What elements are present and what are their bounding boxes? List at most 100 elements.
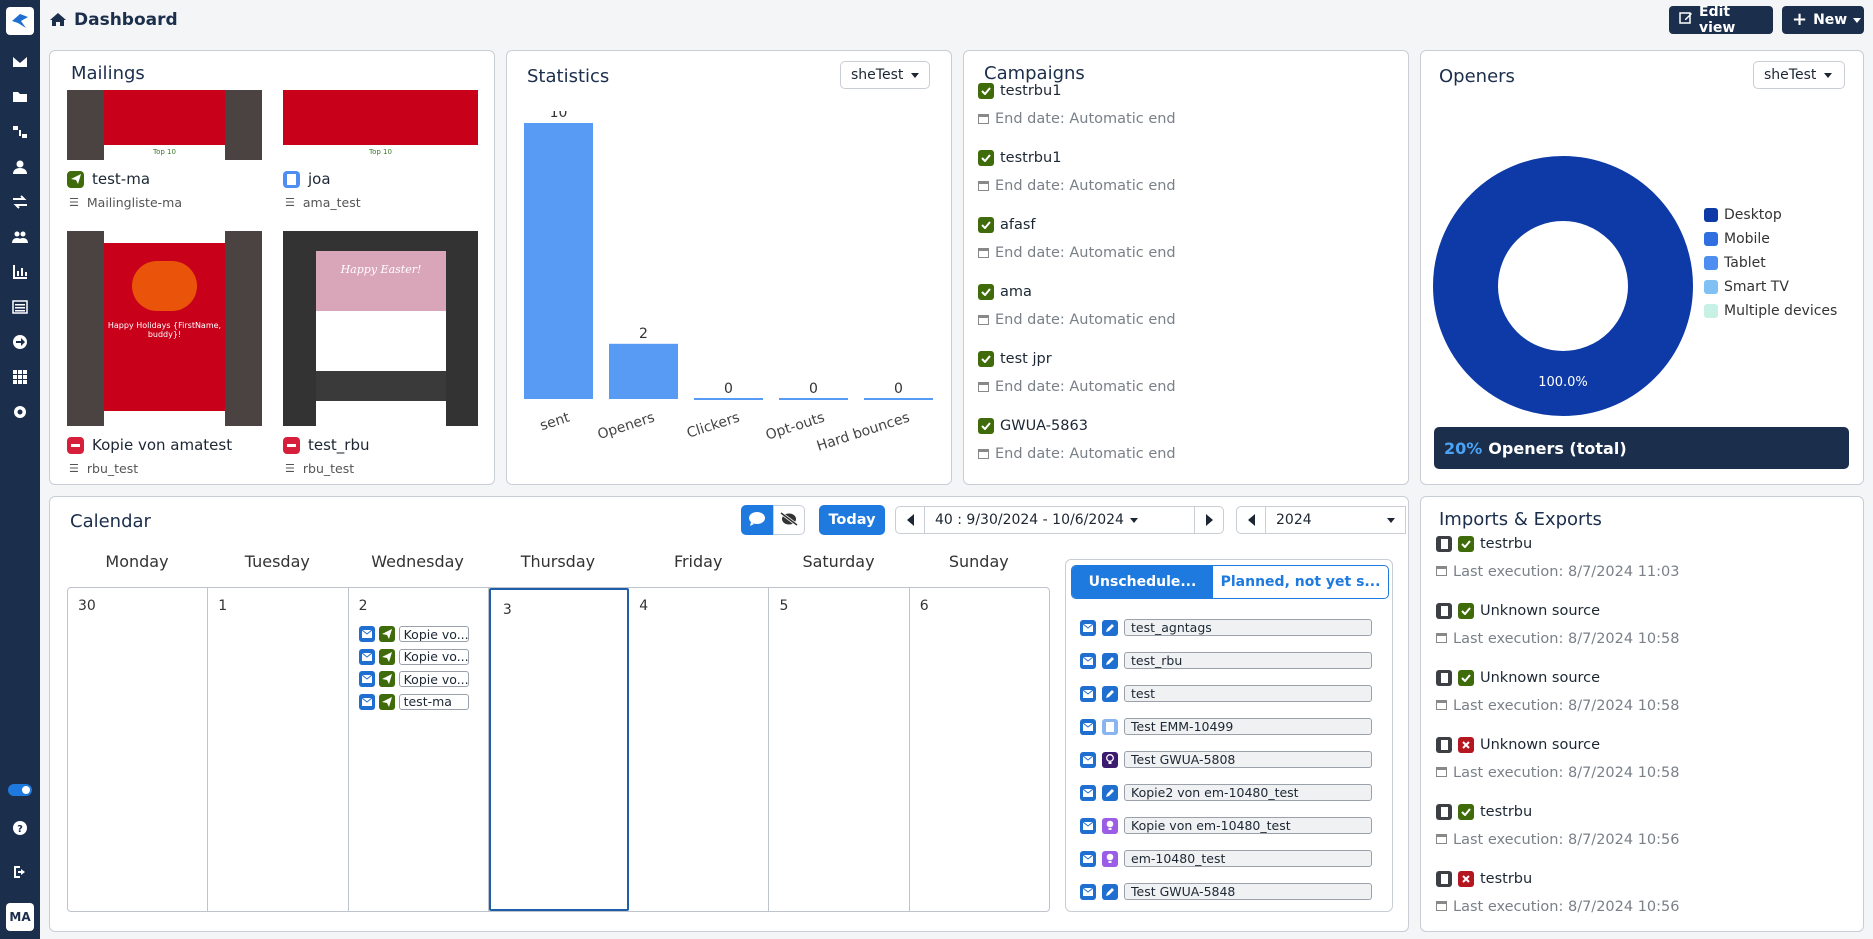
mailing-name[interactable]: joa xyxy=(283,170,331,188)
statistics-target-select[interactable]: sheTest xyxy=(840,61,930,89)
next-week-button[interactable] xyxy=(1194,506,1224,534)
year-select[interactable]: 2024 xyxy=(1265,506,1406,534)
prev-year-button[interactable] xyxy=(1236,506,1266,534)
unscheduled-mailing[interactable]: Test GWUA-5848 xyxy=(1080,883,1372,900)
statistics-title: Statistics xyxy=(527,66,610,87)
list-icon: ☰ xyxy=(69,196,79,209)
pencil-icon xyxy=(1102,652,1118,669)
unscheduled-mailing[interactable]: Test GWUA-5808 xyxy=(1080,751,1372,768)
lightbulb-icon xyxy=(1102,817,1118,834)
calendar-icon xyxy=(978,246,989,261)
import-item[interactable]: testrbu xyxy=(1436,536,1532,552)
mailing-thumbnail[interactable]: Happy Holidays {FirstName, buddy}! xyxy=(67,231,262,426)
import-item[interactable]: testrbu xyxy=(1436,804,1532,820)
legend-item[interactable]: Multiple devices xyxy=(1704,299,1837,323)
edit-view-button[interactable]: Edit view xyxy=(1669,4,1773,36)
theme-toggle[interactable] xyxy=(8,784,32,796)
user-icon[interactable] xyxy=(0,153,40,181)
imports-exports-card: Imports & Exports testrbu Last execution:… xyxy=(1420,496,1864,932)
hide-comments-button[interactable] xyxy=(773,505,805,535)
folder-icon[interactable] xyxy=(0,83,40,111)
campaign-item[interactable]: testrbu1 xyxy=(978,83,1061,99)
envelope-icon xyxy=(1080,817,1096,834)
unscheduled-mailing[interactable]: test_rbu xyxy=(1080,652,1372,669)
import-item[interactable]: Unknown source xyxy=(1436,737,1600,753)
unscheduled-mailing[interactable]: Kopie von em-10480_test xyxy=(1080,817,1372,834)
top-bar: Dashboard Edit view + New xyxy=(40,0,1873,42)
envelope-icon xyxy=(1080,685,1096,702)
tab-planned[interactable]: Planned, not yet s... xyxy=(1220,574,1381,590)
arrow-circle-icon[interactable] xyxy=(0,328,40,356)
campaign-item[interactable]: afasf xyxy=(978,217,1036,233)
campaign-item[interactable]: GWUA-5863 xyxy=(978,418,1088,434)
document-icon xyxy=(283,170,300,188)
import-item[interactable]: Unknown source xyxy=(1436,603,1600,619)
help-icon[interactable]: ? xyxy=(0,814,40,842)
week-select[interactable]: 40 : 9/30/2024 - 10/6/2024 xyxy=(924,506,1195,534)
legend-item[interactable]: Tablet xyxy=(1704,251,1837,275)
mailing-name[interactable]: test_rbu xyxy=(283,436,370,454)
gear-icon[interactable] xyxy=(0,398,40,426)
unscheduled-mailing[interactable]: test xyxy=(1080,685,1372,702)
legend-item[interactable]: Mobile xyxy=(1704,227,1837,251)
unscheduled-mailing[interactable]: em-10480_test xyxy=(1080,850,1372,867)
sent-icon xyxy=(378,648,395,665)
calendar-day-cell[interactable]: 2 Kopie vo... Kopie vo... Kopie vo... test-m… xyxy=(349,588,489,911)
unscheduled-mailing[interactable]: Test EMM-10499 xyxy=(1080,718,1372,735)
legend-swatch xyxy=(1704,208,1718,222)
new-button[interactable]: + New xyxy=(1782,6,1864,34)
error-icon xyxy=(1458,871,1474,887)
calendar-event[interactable]: Kopie vo... xyxy=(358,626,469,642)
bar-value-label: 2 xyxy=(639,326,648,342)
list-icon[interactable] xyxy=(0,293,40,321)
mailing-thumbnail[interactable]: Top 10 xyxy=(67,90,262,160)
category-label: Openers xyxy=(596,410,657,443)
mailing-name[interactable]: Kopie von amatest xyxy=(67,436,232,454)
legend-item[interactable]: Smart TV xyxy=(1704,275,1837,299)
campaign-end-date: End date: Automatic end xyxy=(978,111,1176,127)
calendar-day-cell[interactable]: 1 xyxy=(208,588,349,911)
mailing-thumbnail[interactable]: Happy Easter! xyxy=(283,231,478,426)
openers-target-select[interactable]: sheTest xyxy=(1753,61,1845,89)
calendar-day-cell[interactable]: 4 xyxy=(629,588,770,911)
check-icon xyxy=(978,418,994,434)
mailing-thumbnail[interactable]: Top 10 xyxy=(283,90,478,160)
day-number: 6 xyxy=(919,598,929,614)
unscheduled-mailing[interactable]: test_agntags xyxy=(1080,619,1372,636)
campaign-end-date: End date: Automatic end xyxy=(978,178,1176,194)
avatar[interactable]: MA xyxy=(6,903,34,931)
tab-unscheduled[interactable]: Unschedule... xyxy=(1072,566,1213,598)
campaign-item[interactable]: test jpr xyxy=(978,351,1052,367)
calendar-icon xyxy=(1436,832,1447,848)
import-item[interactable]: testrbu xyxy=(1436,871,1532,887)
import-last-execution: Last execution: 8/7/2024 11:03 xyxy=(1436,564,1680,580)
exchange-icon[interactable] xyxy=(0,188,40,216)
import-item[interactable]: Unknown source xyxy=(1436,670,1600,686)
calendar-day-cell[interactable]: 3 xyxy=(488,588,630,911)
legend-item[interactable]: Desktop xyxy=(1704,203,1837,227)
workflow-icon[interactable] xyxy=(0,118,40,146)
campaign-item[interactable]: ama xyxy=(978,284,1032,300)
comments-toggle-button[interactable] xyxy=(741,505,773,535)
mailing-name[interactable]: test-ma xyxy=(67,170,150,188)
unscheduled-mailing[interactable]: Kopie2 von em-10480_test xyxy=(1080,784,1372,801)
grid-icon[interactable] xyxy=(0,363,40,391)
calendar-event[interactable]: Kopie vo... xyxy=(358,648,469,665)
chart-icon[interactable] xyxy=(0,258,40,286)
calendar-day-cell[interactable]: 5 xyxy=(770,588,910,911)
campaign-item[interactable]: testrbu1 xyxy=(978,150,1061,166)
calendar-event[interactable]: Kopie vo... xyxy=(358,671,469,687)
home-icon[interactable] xyxy=(50,12,66,31)
bar-zero xyxy=(694,398,763,400)
users-icon[interactable] xyxy=(0,223,40,251)
calendar-day-cell[interactable]: 6 xyxy=(910,588,1050,911)
logout-icon[interactable] xyxy=(0,858,40,886)
calendar-event[interactable]: test-ma xyxy=(358,693,469,710)
prev-week-button[interactable] xyxy=(895,506,925,534)
app-logo[interactable] xyxy=(6,7,34,35)
document-icon xyxy=(1102,718,1118,735)
envelope-icon[interactable] xyxy=(0,48,40,76)
today-button[interactable]: Today xyxy=(819,505,885,535)
envelope-icon xyxy=(1080,718,1096,735)
calendar-day-cell[interactable]: 30 xyxy=(68,588,209,911)
